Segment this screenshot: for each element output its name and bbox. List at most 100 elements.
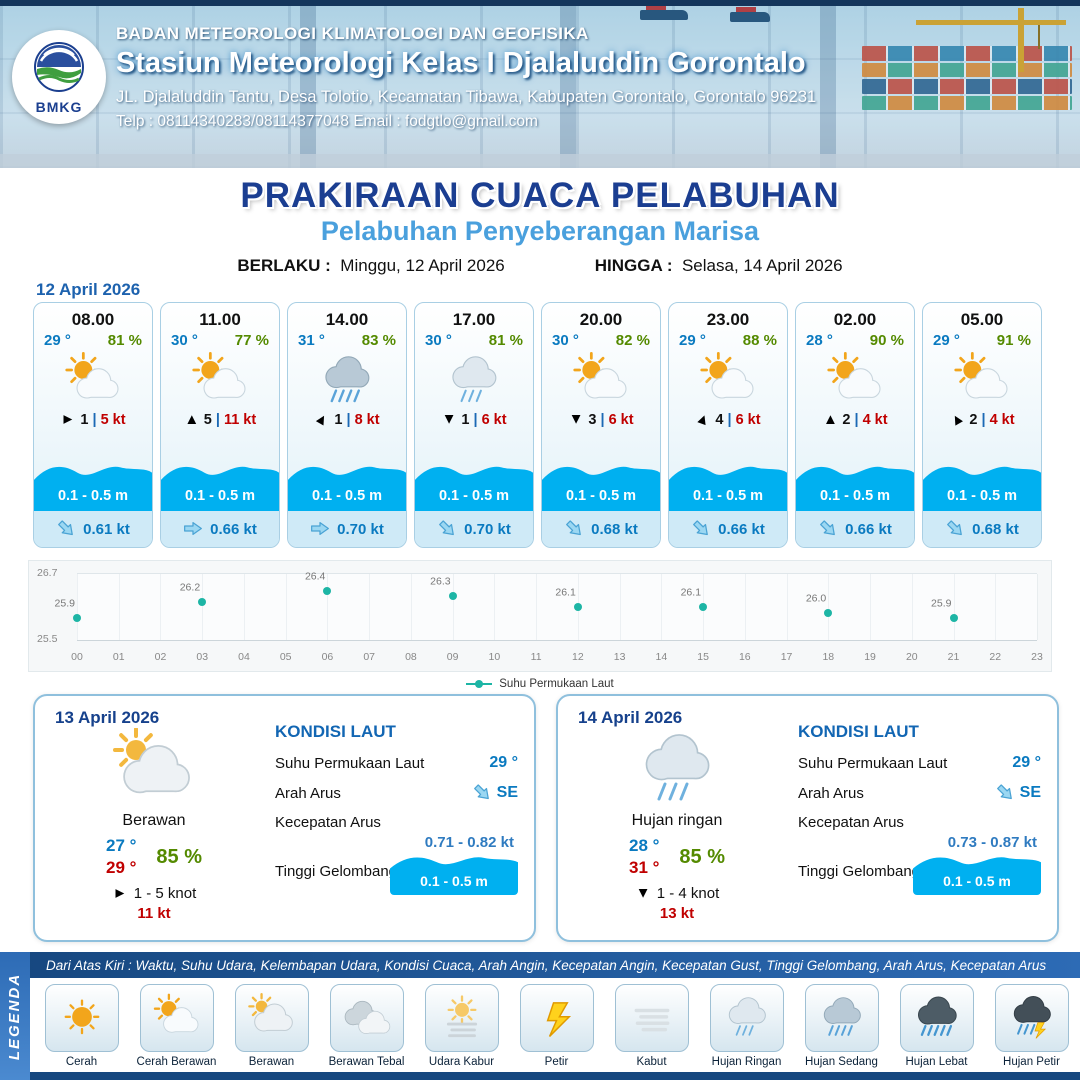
wave-height: 0.1 - 0.5 m bbox=[311, 488, 383, 504]
wind-speed: 6 kt bbox=[608, 411, 634, 428]
current-row: 0.68 kt bbox=[923, 511, 1041, 547]
current-row: 0.66 kt bbox=[161, 511, 279, 547]
valid-from-value: Minggu, 12 April 2026 bbox=[340, 256, 505, 275]
current-speed: 0.66 kt bbox=[845, 520, 892, 538]
current-row: 0.70 kt bbox=[415, 511, 533, 547]
header-overlay bbox=[0, 0, 1080, 168]
wind-gust: 1 bbox=[80, 411, 89, 428]
humidity: 88 % bbox=[742, 332, 777, 349]
legend-item-label: Udara Kabur bbox=[428, 1056, 495, 1068]
day-weather-block: Berawan 27 ° 29 ° 85 % 1 - 5 knot 11 kt bbox=[43, 728, 265, 922]
bmkg-logo: BMKG bbox=[12, 30, 106, 124]
current-speed-value: 0.73 - 0.87 kt bbox=[947, 834, 1037, 851]
current-speed: 0.66 kt bbox=[210, 520, 257, 538]
legend-item: Kabut bbox=[606, 984, 697, 1068]
wave-height-value: 0.1 - 0.5 m bbox=[943, 873, 1011, 889]
forecast-card: 05.00 29 ° 91 % 2|4 kt 0.1 - 0.5 m 0.68 k… bbox=[922, 302, 1042, 548]
current-direction-arrow bbox=[434, 516, 461, 543]
temp-max: 31 ° bbox=[628, 858, 660, 878]
wind-gust: 5 bbox=[203, 411, 212, 428]
legend-note: Dari Atas Kiri : Waktu, Suhu Udara, Kele… bbox=[0, 952, 1080, 978]
forecast-card: 11.00 30 ° 77 % 5|11 kt 0.1 - 0.5 m 0.66 … bbox=[160, 302, 280, 548]
legend-marker-icon bbox=[466, 680, 493, 688]
legend-item: Hujan Ringan bbox=[701, 984, 792, 1068]
wave-height-band: 0.1 - 0.5 m bbox=[161, 457, 279, 511]
current-row: 0.70 kt bbox=[288, 511, 406, 547]
forecast-card: 17.00 30 ° 81 % 1|6 kt 0.1 - 0.5 m 0.70 k… bbox=[414, 302, 534, 548]
legend-weather-icon bbox=[718, 993, 776, 1043]
wind-row: 3|6 kt bbox=[568, 411, 633, 428]
air-temp: 30 ° bbox=[171, 332, 198, 349]
legend-item: Cerah Berawan bbox=[131, 984, 222, 1068]
condition-label: Hujan ringan bbox=[631, 812, 723, 829]
day-date: 13 April 2026 bbox=[55, 708, 160, 727]
separator: | bbox=[346, 411, 351, 428]
page-title: PRAKIRAAN CUACA PELABUHAN bbox=[240, 176, 840, 215]
wave-height-graphic: 0.1 - 0.5 m bbox=[913, 849, 1041, 895]
air-temp: 30 ° bbox=[552, 332, 579, 349]
current-direction-arrow bbox=[183, 520, 203, 538]
sst-data-label: 26.4 bbox=[304, 570, 326, 583]
sea-title: KONDISI LAUT bbox=[798, 722, 919, 741]
wave-height: 0.1 - 0.5 m bbox=[184, 488, 256, 504]
weather-icon bbox=[185, 352, 255, 410]
ship-decor bbox=[640, 5, 688, 20]
air-temp: 29 ° bbox=[679, 332, 706, 349]
wind-direction-arrow bbox=[822, 411, 838, 428]
legend-item-label: Hujan Sedang bbox=[805, 1056, 878, 1068]
forecast-card: 14.00 31 ° 83 % 1|8 kt 0.1 - 0.5 m 0.70 k… bbox=[287, 302, 407, 548]
current-speed: 0.70 kt bbox=[337, 520, 384, 538]
sst-data-label: 26.3 bbox=[430, 575, 451, 588]
wave-height: 0.1 - 0.5 m bbox=[946, 488, 1018, 504]
legend-weather-icon bbox=[338, 993, 396, 1043]
sst-data-label: 25.9 bbox=[931, 597, 952, 610]
forecast-time: 17.00 bbox=[452, 310, 496, 329]
weather-icon bbox=[58, 352, 128, 410]
wind-speed: 5 kt bbox=[100, 411, 126, 428]
sst-data-point bbox=[699, 603, 708, 611]
condition-label: Berawan bbox=[122, 812, 186, 829]
humidity: 91 % bbox=[996, 332, 1031, 349]
chart-y-min-label: 25.5 bbox=[37, 633, 58, 645]
pier-column bbox=[820, 0, 836, 168]
sst-data-point bbox=[448, 592, 457, 600]
wind-speed: 6 kt bbox=[481, 411, 507, 428]
legend-weather-icon bbox=[148, 993, 206, 1043]
humidity: 77 % bbox=[234, 332, 269, 349]
legend-item: Udara Kabur bbox=[416, 984, 507, 1068]
sst-data-label: 26.1 bbox=[555, 586, 576, 599]
crane-icon bbox=[1018, 8, 1024, 72]
wind-direction-arrow bbox=[184, 411, 200, 428]
humidity: 85 % bbox=[679, 845, 726, 868]
wind-row: 1|5 kt bbox=[60, 411, 125, 428]
sst-data-point bbox=[573, 603, 582, 611]
wind-gust: 2 bbox=[969, 411, 978, 428]
weather-icon bbox=[312, 352, 382, 410]
current-direction-arrow bbox=[942, 516, 969, 543]
legend-item-label: Hujan Ringan bbox=[711, 1056, 782, 1068]
sst-data-label: 25.9 bbox=[54, 597, 75, 610]
day-card: 13 April 2026 Berawan 27 ° 29 ° 85 % 1 - … bbox=[33, 694, 536, 942]
legend-weather-icon bbox=[53, 993, 111, 1043]
top-strip bbox=[0, 0, 1080, 6]
wave-height-label: Tinggi Gelombang bbox=[798, 863, 921, 880]
sst-chart: 26.7 25.5 25.9 26.2 26.4 26.3 26.1 26.1 26.0 25… bbox=[28, 560, 1052, 672]
wave-height-band: 0.1 - 0.5 m bbox=[415, 457, 533, 511]
humidity: 83 % bbox=[361, 332, 396, 349]
wind-gust: 3 bbox=[588, 411, 597, 428]
humidity: 90 % bbox=[869, 332, 904, 349]
forecast-time: 23.00 bbox=[706, 310, 750, 329]
humidity: 81 % bbox=[488, 332, 523, 349]
current-speed: 0.68 kt bbox=[972, 520, 1019, 538]
wave-height-value: 0.1 - 0.5 m bbox=[420, 873, 488, 889]
legend-side-label: LEGENDA bbox=[6, 972, 24, 1060]
legend-item-label: Berawan bbox=[248, 1056, 295, 1068]
crane-icon bbox=[1038, 25, 1040, 49]
sst-value: 29 ° bbox=[1012, 754, 1041, 771]
current-row: 0.66 kt bbox=[669, 511, 787, 547]
wind-row: 2|4 kt bbox=[822, 411, 887, 428]
weather-icon bbox=[566, 352, 636, 410]
wind-range: 1 - 4 knot bbox=[656, 885, 720, 903]
day-date: 14 April 2026 bbox=[578, 708, 683, 727]
